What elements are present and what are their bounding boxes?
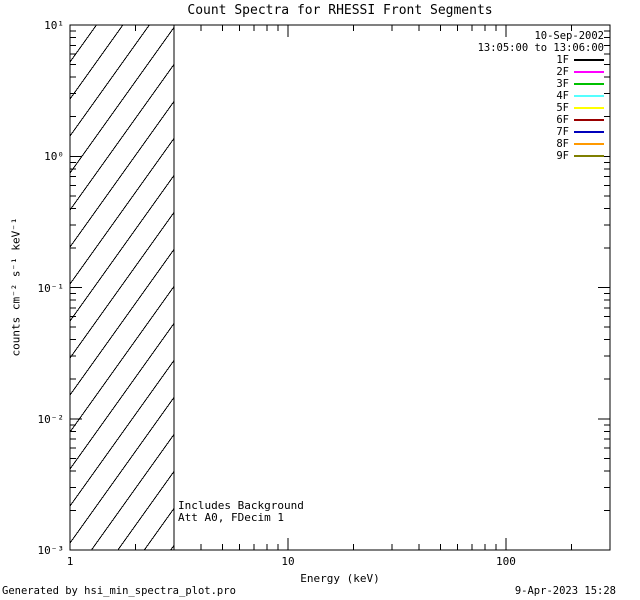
legend-entry: 2F (478, 66, 604, 78)
hatch-line (70, 323, 175, 470)
plot-title: Count Spectra for RHESSI Front Segments (187, 3, 493, 18)
legend-entry: 3F (478, 78, 604, 90)
y-tick-label: 10⁻² (37, 412, 65, 426)
legend-entry-label: 2F (556, 66, 569, 78)
hatched-region (70, 25, 175, 550)
hatch-line (70, 397, 175, 544)
legend-entry-label: 7F (556, 126, 569, 138)
annotation-block: Includes Background Att A0, FDecim 1 (178, 500, 304, 523)
hatch-line (70, 64, 175, 211)
hatch-line (70, 27, 175, 174)
legend-entry-label: 5F (556, 102, 569, 114)
y-tick-label: 10⁻³ (37, 544, 65, 557)
hatch-line (70, 175, 175, 322)
legend: 10-Sep-2002 13:05:00 to 13:06:00 1F 2F 3F 4… (478, 30, 604, 162)
y-tick-label: 10⁻¹ (37, 281, 65, 295)
hatch-line (70, 25, 98, 63)
x-axis-title: Energy (keV) (300, 572, 380, 585)
legend-time-range: 13:05:00 to 13:06:00 (477, 42, 604, 54)
legend-entry: 9F (478, 150, 604, 162)
hatch-line (70, 25, 150, 137)
legend-line-swatch (574, 143, 604, 145)
legend-entry-label: 9F (556, 150, 569, 162)
legend-entry: 5F (478, 102, 604, 114)
hatch-line (90, 434, 175, 550)
background-note: Includes Background (178, 499, 304, 512)
legend-line-swatch (574, 119, 604, 121)
hatch-line (70, 101, 175, 248)
legend-entry: 4F (478, 90, 604, 102)
legend-entries: 1F 2F 3F 4F 5F 6F 7F 8F 9F (478, 54, 604, 162)
legend-line-swatch (574, 59, 604, 61)
legend-line-swatch (574, 131, 604, 133)
legend-entry-label: 1F (556, 54, 569, 66)
render-timestamp: 9-Apr-2023 15:28 (514, 585, 616, 597)
hatch-line (117, 471, 175, 550)
legend-line-swatch (574, 95, 604, 97)
legend-entry: 6F (478, 114, 604, 126)
legend-line-swatch (574, 83, 604, 85)
legend-entry-label: 3F (556, 78, 569, 90)
legend-line-swatch (574, 107, 604, 109)
hatch-line (70, 25, 124, 100)
generated-by-note: Generated by hsi_min_spectra_plot.pro (2, 585, 236, 597)
legend-entry: 1F (478, 54, 604, 66)
x-tick-label: 100 (496, 555, 516, 568)
hatch-line (70, 249, 175, 396)
legend-entry-label: 6F (556, 114, 569, 126)
legend-entry: 7F (478, 126, 604, 138)
legend-line-swatch (574, 155, 604, 157)
hatch-line (70, 286, 175, 433)
hatch-line (70, 360, 175, 507)
hatch-line (70, 138, 175, 285)
legend-entry: 8F (478, 138, 604, 150)
legend-entry-label: 8F (556, 138, 569, 150)
legend-line-swatch (574, 71, 604, 73)
y-tick-label: 10⁰ (44, 150, 64, 164)
attenuator-note: Att A0, FDecim 1 (178, 510, 284, 524)
hatch-line (143, 508, 175, 550)
legend-entry-label: 4F (556, 90, 569, 102)
x-tick-label: 1 (66, 555, 74, 568)
y-tick-label: 10¹ (44, 19, 64, 32)
x-tick-label: 10 (281, 555, 295, 568)
legend-date: 10-Sep-2002 (534, 30, 604, 42)
hatch-line (70, 212, 175, 359)
